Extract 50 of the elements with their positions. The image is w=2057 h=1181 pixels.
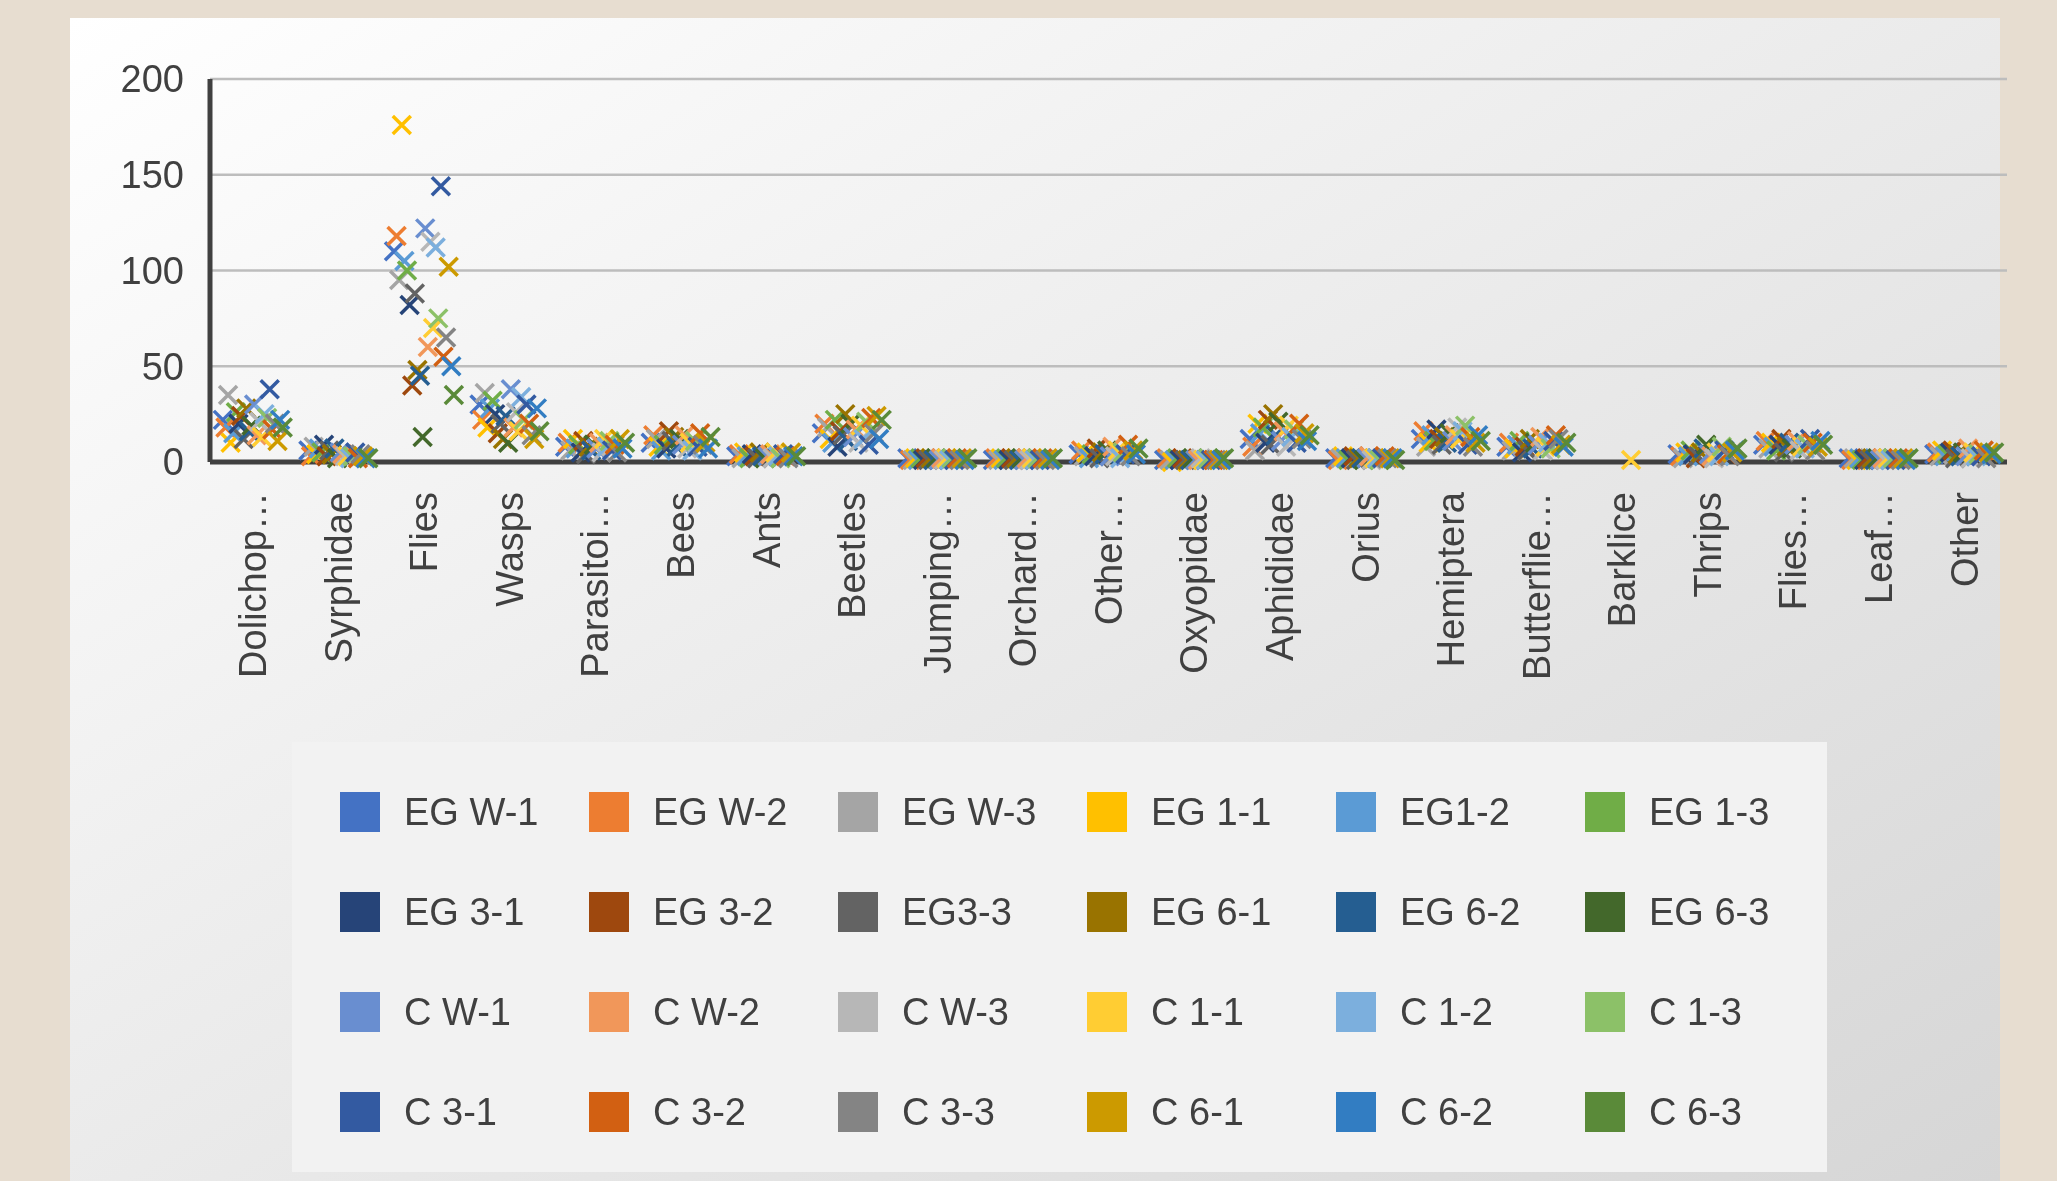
x-tick-label: Flies… [1772, 492, 1815, 611]
legend-label: C W-2 [653, 991, 760, 1034]
legend-label: EG 3-2 [653, 891, 774, 934]
legend-label: EG3-3 [902, 891, 1012, 934]
x-tick-label: Jumping… [916, 492, 959, 674]
legend-label: C 1-2 [1400, 991, 1493, 1034]
x-tick-label: Thrips [1686, 492, 1729, 598]
legend-label: C W-1 [404, 991, 511, 1034]
x-tick-label: Aphididae [1258, 492, 1301, 662]
x-tick-label: Other… [1087, 492, 1130, 626]
x-tick-label: Beetles [831, 492, 874, 619]
legend-label: EG 6-3 [1649, 891, 1770, 934]
y-tick-label: 100 [120, 249, 184, 292]
x-tick-label: Orchard… [1002, 492, 1045, 668]
legend-label: C 1-1 [1151, 991, 1244, 1034]
x-tick-label: Dolichop… [232, 492, 275, 678]
y-tick-label: 0 [162, 441, 184, 484]
x-tick-label: Syrphidae [317, 492, 360, 664]
legend-label: EG 6-2 [1400, 891, 1521, 934]
x-tick-label: Wasps [488, 492, 531, 607]
x-tick-label: Barklice [1601, 492, 1644, 628]
x-tick-label: Leaf… [1857, 492, 1900, 604]
x-tick-label: Hemiptera [1430, 491, 1473, 668]
x-tick-label: Orius [1344, 492, 1387, 583]
legend-label: EG W-1 [404, 791, 539, 834]
legend-label: C 3-2 [653, 1091, 746, 1134]
x-tick-label: Ants [745, 492, 788, 569]
legend-label: C 3-1 [404, 1091, 497, 1134]
y-tick-label: 150 [120, 154, 184, 197]
y-tick-label: 200 [120, 58, 184, 101]
x-tick-label: Oxyopidae [1173, 492, 1216, 674]
legend-label: EG W-2 [653, 791, 788, 834]
x-tick-label: Parasitoi… [574, 492, 617, 678]
x-tick-label: Butterflie… [1515, 492, 1558, 680]
legend-label: C 3-3 [902, 1091, 995, 1134]
legend-label: EG 1-3 [1649, 791, 1770, 834]
legend-label: C 1-3 [1649, 991, 1742, 1034]
x-tick-label: Flies [403, 492, 446, 573]
y-tick-label: 50 [141, 345, 184, 388]
legend-label: C W-3 [902, 991, 1009, 1034]
legend-label: EG1-2 [1400, 791, 1510, 834]
x-tick-label: Other [1943, 491, 1986, 588]
legend-label: EG 1-1 [1151, 791, 1272, 834]
legend-label: EG 6-1 [1151, 891, 1272, 934]
legend-label: C 6-2 [1400, 1091, 1493, 1134]
legend-label: EG W-3 [902, 791, 1037, 834]
legend-label: EG 3-1 [404, 891, 525, 934]
legend-label: C 6-3 [1649, 1091, 1742, 1134]
x-tick-label: Bees [659, 492, 702, 579]
legend-label: C 6-1 [1151, 1091, 1244, 1134]
